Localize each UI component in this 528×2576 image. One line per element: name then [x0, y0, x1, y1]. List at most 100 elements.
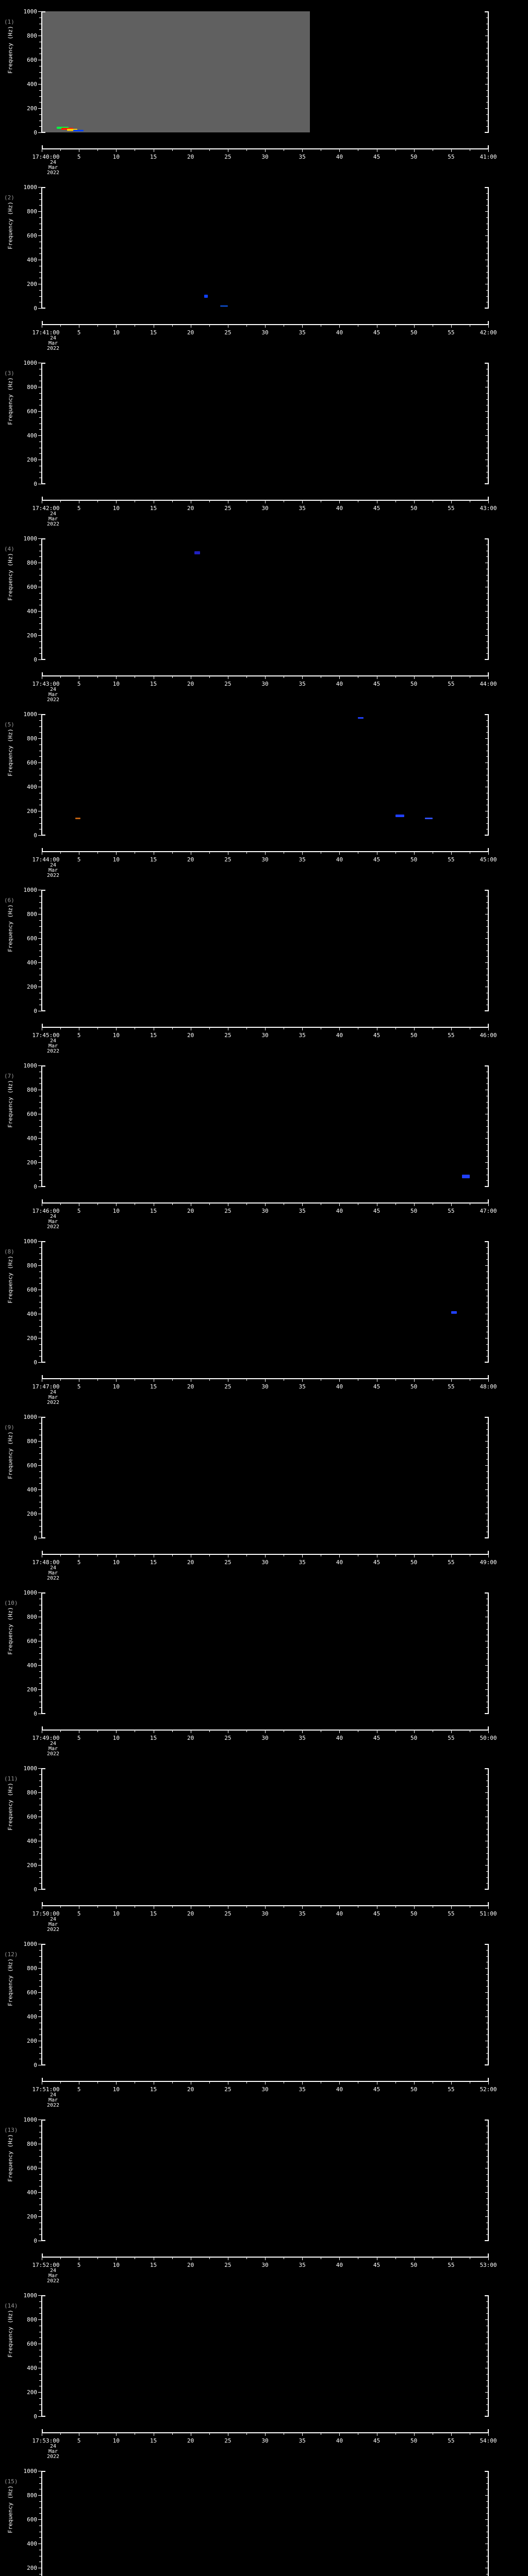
y-tick: [39, 2156, 42, 2157]
x-axis-cap-left: [42, 2078, 43, 2082]
y-axis-right-line: [488, 187, 489, 309]
x-tick-label: 45: [373, 1032, 381, 1039]
x-tick: [451, 1378, 452, 1382]
y-tick-label: 200: [27, 1159, 37, 1166]
x-tick: [209, 2081, 210, 2083]
x-axis-cap-left: [42, 1024, 43, 1028]
x-tick-label: 50: [410, 1383, 418, 1390]
x-tick-label: 30: [261, 1735, 269, 1741]
x-tick-label: 20: [187, 1910, 194, 1917]
x-tick-label: 55: [448, 1559, 455, 1566]
y-tick-right: [486, 623, 488, 624]
y-tick: [39, 2374, 42, 2375]
x-tick: [116, 1027, 117, 1030]
x-tick: [339, 1905, 340, 1909]
spectrogram-plot-area: [42, 1417, 488, 1538]
x-tick-label: 35: [299, 2437, 306, 2444]
x-tick-label: 20: [187, 505, 194, 512]
y-tick-right: [485, 1792, 488, 1793]
y-tick-label: 0: [34, 305, 37, 312]
y-tick: [39, 1986, 42, 1987]
y-tick: [39, 1247, 42, 1248]
date-stack-label: 24 Mar 2022: [46, 1214, 60, 1230]
x-tick: [451, 1905, 452, 1909]
y-tick-right: [486, 732, 488, 733]
y-tick: [39, 1883, 42, 1884]
spectrogram-panel: (9) 0 200 400 600 800 1000 Frequency (Hz) 17:48:…: [0, 1405, 528, 1581]
y-tick: [39, 2180, 42, 2181]
y-tick: [38, 1441, 42, 1442]
x-axis-cap-right: [488, 145, 489, 149]
y-axis-right-line: [488, 1241, 489, 1363]
y-tick: [38, 2192, 42, 2193]
y-tick-right: [485, 1265, 488, 1266]
x-axis-end-label: 46:00: [480, 1032, 497, 1039]
y-tick-right: [486, 641, 488, 642]
y-tick-right: [486, 1180, 488, 1181]
y-tick: [39, 429, 42, 430]
y-tick-label: 600: [27, 2516, 37, 2523]
x-tick-label: 15: [150, 2262, 157, 2268]
y-tick: [38, 1362, 42, 1363]
y-tick: [39, 217, 42, 218]
panel-index-label: (12): [4, 1951, 18, 1958]
y-tick-right: [486, 217, 488, 218]
x-axis-cap-left: [42, 321, 43, 325]
y-tick-right: [485, 1592, 488, 1593]
y-tick-label: 0: [34, 2413, 37, 2420]
y-axis-cap-bottom: [41, 2416, 45, 2417]
y-axis-cap-bottom: [41, 659, 45, 660]
x-tick: [172, 2081, 173, 2083]
y-tick-right: [486, 102, 488, 103]
x-tick: [395, 1905, 396, 1908]
y-tick-right: [486, 1883, 488, 1884]
y-tick-right: [486, 2210, 488, 2211]
x-tick: [395, 148, 396, 151]
x-tick: [451, 500, 452, 503]
x-tick: [172, 148, 173, 151]
x-tick: [60, 1202, 61, 1205]
y-tick-right: [486, 253, 488, 255]
spectrogram-plot-area: [42, 538, 488, 659]
x-tick-label: 15: [150, 2086, 157, 2093]
x-tick-label: 50: [410, 1559, 418, 1566]
y-tick: [38, 938, 42, 939]
x-tick: [209, 148, 210, 151]
x-tick-label: 40: [336, 2437, 343, 2444]
x-tick: [97, 1027, 98, 1029]
x-tick: [488, 324, 489, 328]
y-tick-right: [485, 714, 488, 715]
x-tick: [414, 1027, 415, 1030]
x-tick-label: 5: [77, 1735, 81, 1741]
y-tick: [38, 2016, 42, 2017]
x-axis-end-label: 42:00: [480, 329, 497, 336]
y-axis-right-line: [488, 2471, 489, 2576]
y-tick: [39, 920, 42, 921]
y-tick: [39, 1283, 42, 1284]
date-stack-label: 24 Mar 2022: [46, 2268, 60, 2284]
x-tick-label: 55: [448, 681, 455, 687]
x-tick-label: 20: [187, 1559, 194, 1566]
y-tick: [39, 1774, 42, 1775]
x-tick: [488, 2081, 489, 2084]
y-tick-label: 400: [27, 2365, 37, 2371]
date-stack-label: 24 Mar 2022: [46, 2092, 60, 2108]
y-tick-right: [486, 1168, 488, 1169]
x-tick: [209, 1202, 210, 1205]
x-tick: [209, 675, 210, 678]
spectrogram-panel: (14) 0 200 400 600 800 1000 Frequency (Hz) 17:53…: [0, 2284, 528, 2460]
y-tick-label: 800: [27, 1965, 37, 1972]
x-tick: [60, 675, 61, 678]
x-tick: [451, 675, 452, 679]
x-tick-label: 50: [410, 856, 418, 863]
y-tick-label: 1000: [23, 2292, 38, 2299]
y-tick: [38, 11, 42, 12]
x-axis-cap-left: [42, 2429, 43, 2433]
x-tick-label: 50: [410, 505, 418, 512]
y-axis-cap-bottom: [41, 835, 45, 836]
x-tick: [395, 1202, 396, 1205]
x-tick-label: 30: [261, 154, 269, 160]
x-tick: [265, 148, 266, 152]
x-tick-label: 25: [224, 1208, 232, 1214]
y-tick-label: 200: [27, 808, 37, 815]
